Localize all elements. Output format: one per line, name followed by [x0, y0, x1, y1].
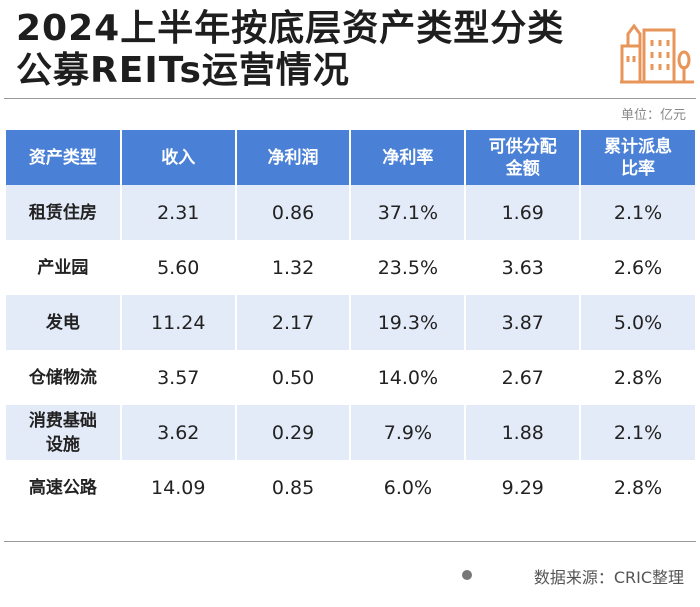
column-header: 净利率 — [349, 130, 466, 185]
value-cell: 9.29 — [464, 460, 581, 515]
table-row: 发电 11.24 2.17 19.3% 3.87 5.0% — [6, 295, 695, 350]
title-line-1: 2024上半年按底层资产类型分类 — [16, 8, 565, 49]
asset-type-cell: 租赁住房 — [6, 185, 121, 240]
value-cell: 19.3% — [349, 295, 466, 350]
value-cell: 2.1% — [579, 185, 695, 240]
value-cell: 3.62 — [119, 405, 236, 460]
value-cell: 0.29 — [234, 405, 351, 460]
table-row: 仓储物流 3.57 0.50 14.0% 2.67 2.8% — [6, 350, 695, 405]
value-cell: 2.1% — [579, 405, 695, 460]
column-header: 可供分配 金额 — [464, 130, 581, 185]
value-cell: 3.87 — [464, 295, 581, 350]
value-cell: 1.69 — [464, 185, 581, 240]
value-cell: 11.24 — [119, 295, 236, 350]
value-cell: 2.67 — [464, 350, 581, 405]
title-line-2: 公募REITs运营情况 — [16, 50, 350, 91]
title-divider — [4, 98, 696, 99]
value-cell: 3.57 — [119, 350, 236, 405]
asset-type-cell: 发电 — [6, 295, 121, 350]
value-cell: 2.31 — [119, 185, 236, 240]
value-cell: 2.8% — [579, 460, 695, 515]
table-row: 高速公路 14.09 0.85 6.0% 9.29 2.8% — [6, 460, 695, 515]
column-header: 累计派息 比率 — [579, 130, 695, 185]
asset-type-cell: 高速公路 — [6, 460, 121, 515]
table-row: 租赁住房 2.31 0.86 37.1% 1.69 2.1% — [6, 185, 695, 240]
value-cell: 0.85 — [234, 460, 351, 515]
asset-type-cell: 消费基础 设施 — [6, 405, 121, 460]
value-cell: 3.63 — [464, 240, 581, 295]
page-title: 2024上半年按底层资产类型分类 公募REITs运营情况 — [16, 8, 564, 92]
column-header: 资产类型 — [6, 130, 121, 185]
value-cell: 5.0% — [579, 295, 695, 350]
value-cell: 2.8% — [579, 350, 695, 405]
value-cell: 37.1% — [349, 185, 466, 240]
bullet-dot-icon — [462, 570, 472, 580]
building-icon — [620, 23, 694, 84]
reits-table: 资产类型 收入 净利润 净利率 可供分配 金额 累计派息 比率 租赁住房 2.31 0.86 37.… — [6, 130, 695, 515]
value-cell: 0.50 — [234, 350, 351, 405]
asset-type-cell: 仓储物流 — [6, 350, 121, 405]
value-cell: 2.17 — [234, 295, 351, 350]
value-cell: 14.09 — [119, 460, 236, 515]
value-cell: 7.9% — [349, 405, 466, 460]
asset-type-cell: 产业园 — [6, 240, 121, 295]
unit-label: 单位：亿元 — [620, 108, 686, 123]
value-cell: 23.5% — [349, 240, 466, 295]
value-cell: 5.60 — [119, 240, 236, 295]
value-cell: 6.0% — [349, 460, 466, 515]
value-cell: 0.86 — [234, 185, 351, 240]
column-header: 净利润 — [234, 130, 351, 185]
value-cell: 14.0% — [349, 350, 466, 405]
data-source: 数据来源：CRIC整理 — [533, 568, 684, 587]
header-row: 资产类型 收入 净利润 净利率 可供分配 金额 累计派息 比率 — [6, 130, 695, 185]
table-row: 消费基础 设施 3.62 0.29 7.9% 1.88 2.1% — [6, 405, 695, 460]
footer-divider — [4, 541, 696, 542]
value-cell: 2.6% — [579, 240, 695, 295]
table-row: 产业园 5.60 1.32 23.5% 3.63 2.6% — [6, 240, 695, 295]
column-header: 收入 — [119, 130, 236, 185]
value-cell: 1.88 — [464, 405, 581, 460]
value-cell: 1.32 — [234, 240, 351, 295]
